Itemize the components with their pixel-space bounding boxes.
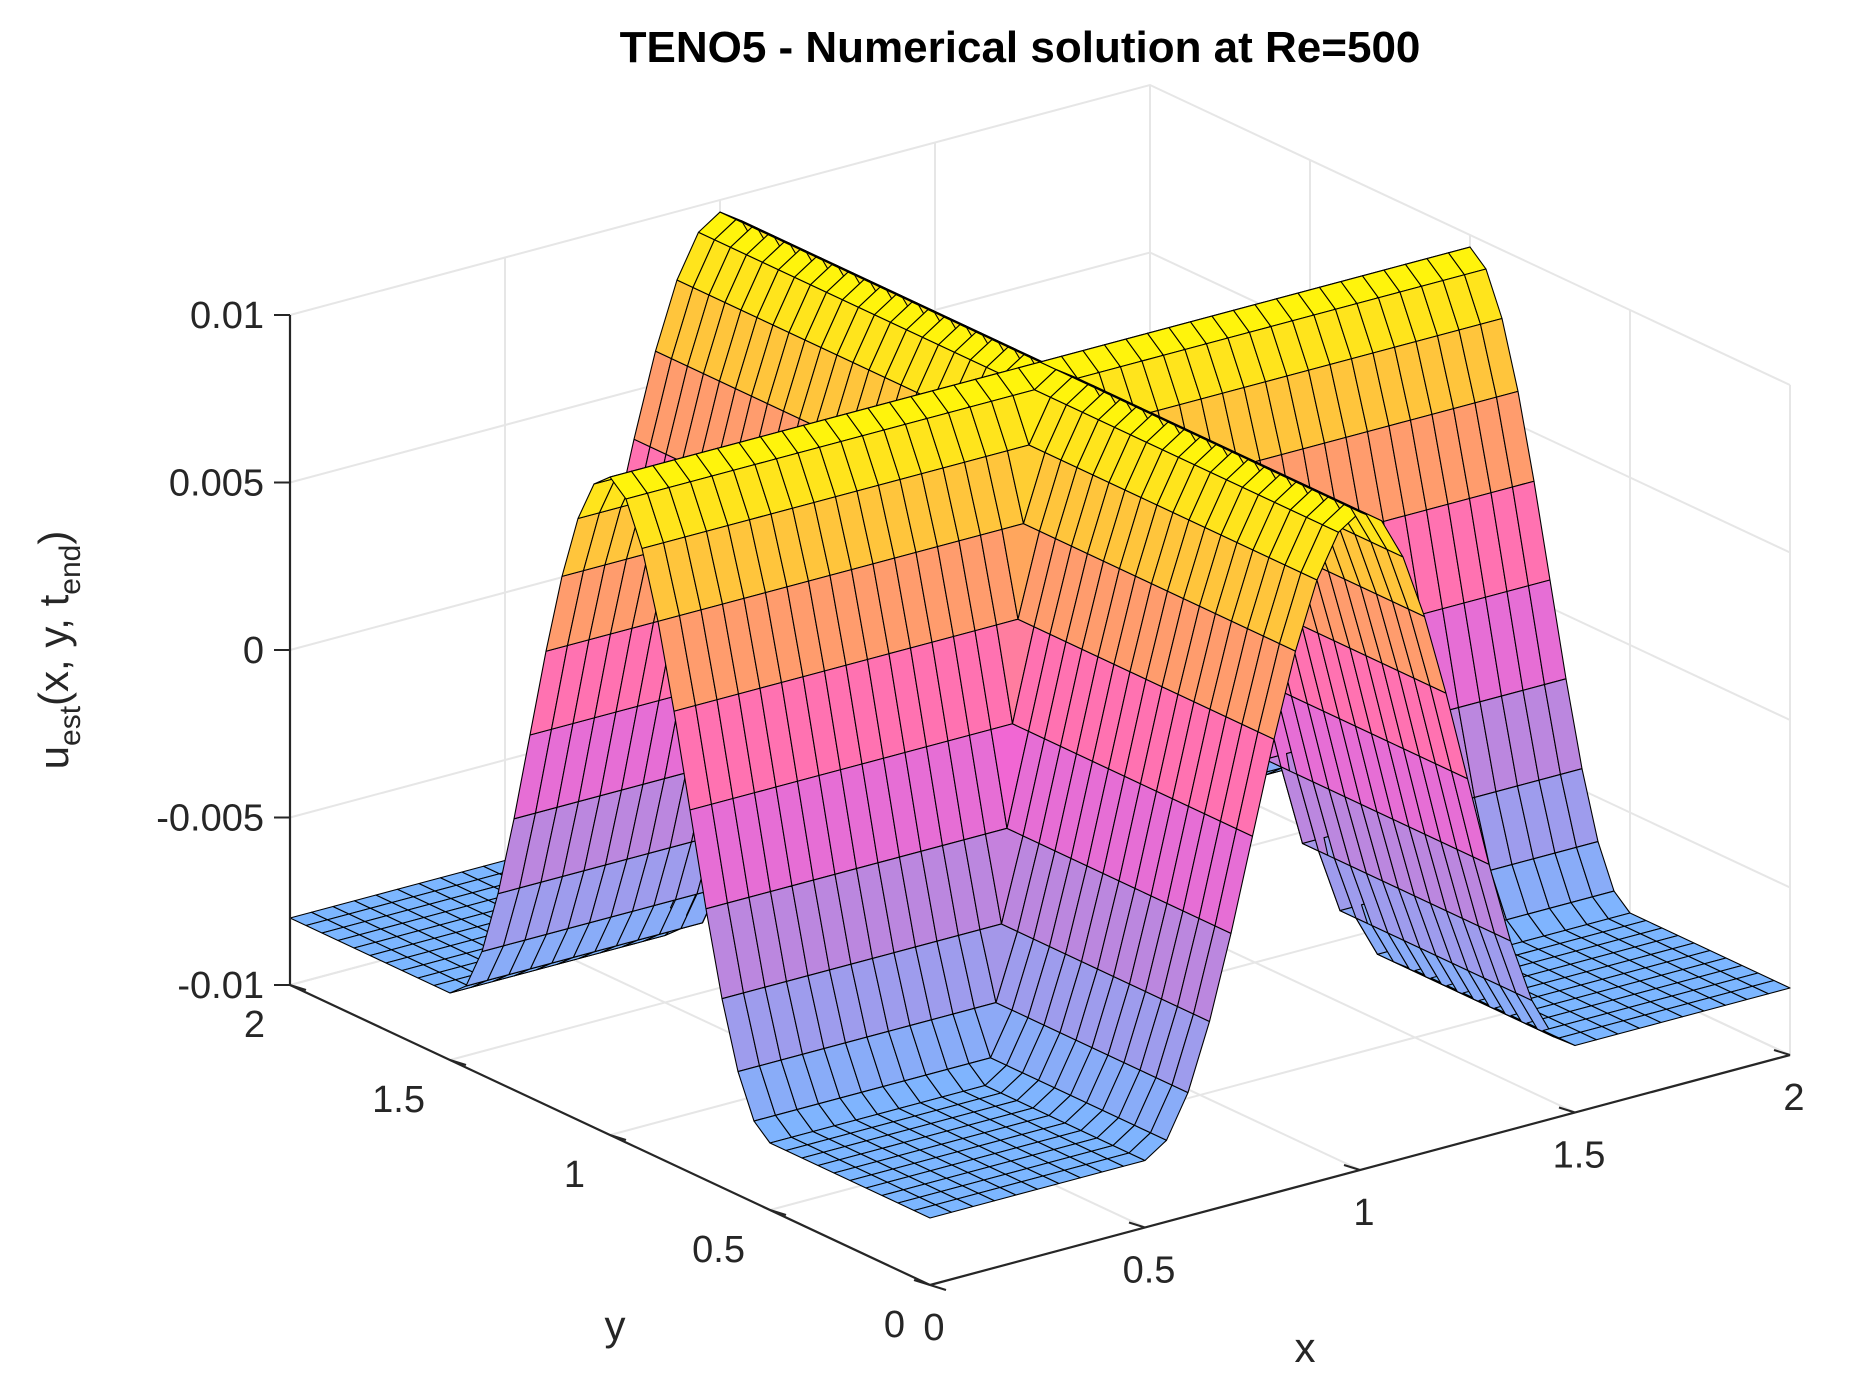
z-tick-label: 0 bbox=[243, 630, 264, 672]
x-axis-label: x bbox=[1295, 1324, 1316, 1371]
x-tick-mark bbox=[913, 1279, 931, 1286]
y-tick-label: 0.5 bbox=[692, 1229, 745, 1271]
x-tick-mark bbox=[1343, 1164, 1361, 1171]
z-tick-label: 0.01 bbox=[190, 295, 264, 337]
y-tick-label: 1 bbox=[564, 1154, 585, 1196]
grid-line-z bbox=[289, 83, 1791, 386]
x-tick-label: 1 bbox=[1353, 1192, 1374, 1234]
y-axis-label: y bbox=[605, 1302, 626, 1349]
x-tick-label: 0 bbox=[923, 1307, 944, 1349]
axes bbox=[274, 314, 1791, 1291]
z-axis-label: uest(x, y, tend) bbox=[30, 531, 87, 770]
y-tick-label: 2 bbox=[244, 1004, 265, 1046]
y-tick-mark bbox=[289, 984, 307, 991]
z-tick-label: -0.01 bbox=[177, 965, 264, 1007]
x-tick-label: 0.5 bbox=[1123, 1250, 1176, 1292]
z-tick-label: 0.005 bbox=[169, 463, 264, 505]
chart-title: TENO5 - Numerical solution at Re=500 bbox=[620, 23, 1421, 72]
svg-text:uest(x, y, tend): uest(x, y, tend) bbox=[30, 531, 87, 770]
surface bbox=[289, 211, 1791, 1219]
x-tick-mark bbox=[1128, 1221, 1146, 1229]
z-tick-label: -0.005 bbox=[156, 798, 264, 840]
y-tick-label: 1.5 bbox=[372, 1079, 425, 1121]
y-tick-mark bbox=[929, 1284, 947, 1291]
x-tick-label: 2 bbox=[1783, 1077, 1804, 1119]
surface-face bbox=[1751, 979, 1791, 995]
y-tick-mark bbox=[609, 1134, 627, 1141]
x-tick-label: 1.5 bbox=[1553, 1135, 1606, 1177]
x-tick-mark bbox=[1558, 1106, 1576, 1114]
y-tick-mark bbox=[769, 1209, 787, 1216]
y-tick-label: 0 bbox=[884, 1304, 905, 1346]
x-tick-mark bbox=[1773, 1049, 1791, 1056]
y-tick-mark bbox=[449, 1059, 467, 1066]
